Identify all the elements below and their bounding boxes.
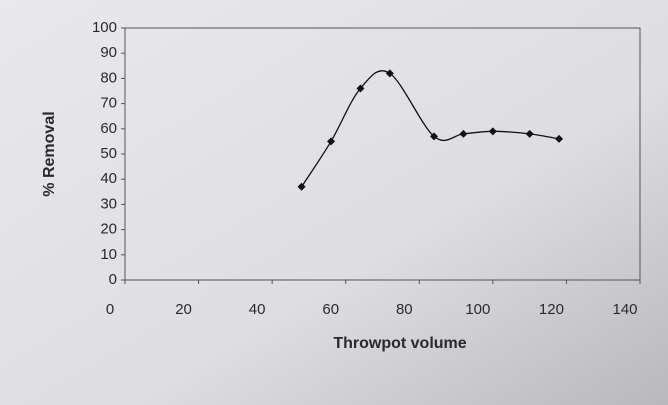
y-tick-label: 0 — [109, 271, 117, 288]
y-tick-label: 90 — [100, 44, 117, 61]
y-tick-label: 70 — [100, 95, 117, 112]
x-axis-title: Throwpot volume — [333, 335, 466, 352]
y-axis-title: % Removal — [41, 111, 58, 196]
y-tick-label: 60 — [100, 120, 117, 137]
x-tick-label: 80 — [396, 301, 413, 318]
x-tick-label: 100 — [465, 301, 490, 318]
y-tick-label: 20 — [100, 221, 117, 238]
y-tick-label: 50 — [100, 145, 117, 162]
y-tick-label: 40 — [100, 170, 117, 187]
y-tick-label: 30 — [100, 195, 117, 212]
x-tick-label: 60 — [322, 301, 339, 318]
x-tick-label: 140 — [612, 301, 637, 318]
y-tick-label: 80 — [100, 69, 117, 86]
chart: Throwpot volume % Removal 0 10 20 30 40 50 60 7… — [0, 0, 668, 405]
x-tick-label: 40 — [249, 301, 266, 318]
x-tick-label: 120 — [539, 301, 564, 318]
x-tick-label: 20 — [175, 301, 192, 318]
y-tick-label: 100 — [92, 19, 117, 36]
y-tick-label: 10 — [100, 246, 117, 263]
page: Throwpot volume % Removal 0 10 20 30 40 50 60 7… — [0, 0, 668, 405]
x-tick-label: 0 — [106, 301, 114, 318]
